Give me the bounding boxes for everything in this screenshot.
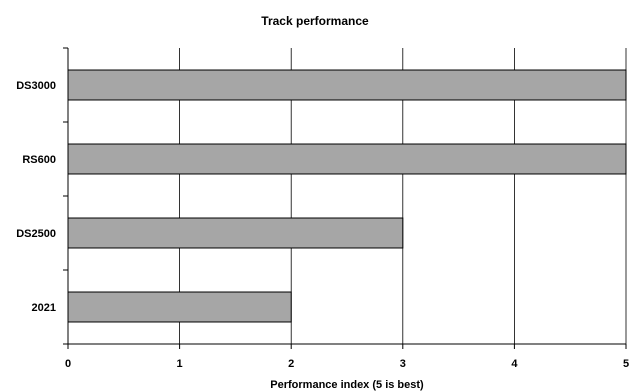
- chart-title: Track performance: [261, 14, 369, 28]
- x-tick-label-1: 1: [177, 358, 183, 370]
- x-tick-label-5: 5: [623, 358, 629, 370]
- x-axis-label: Performance index (5 is best): [270, 379, 424, 391]
- bar-DS3000: [67, 69, 627, 101]
- y-tick-label-2021: 2021: [32, 302, 56, 314]
- x-tick-label-2: 2: [288, 358, 294, 370]
- x-tick-label-4: 4: [511, 358, 518, 370]
- bar-DS2500: [67, 217, 404, 249]
- bar-2021: [67, 291, 292, 323]
- y-tick-label-RS600: RS600: [22, 154, 56, 166]
- y-tick-label-DS3000: DS3000: [16, 80, 56, 92]
- x-tick-label-0: 0: [65, 358, 71, 370]
- bar-RS600: [67, 143, 627, 175]
- bars: [67, 69, 627, 323]
- x-tick-label-3: 3: [400, 358, 406, 370]
- axes: [63, 47, 627, 349]
- y-tick-label-DS2500: DS2500: [16, 228, 56, 240]
- tick-labels: 0 1 2 3 4 5 DS3000 RS600 DS2500 2021: [16, 80, 629, 370]
